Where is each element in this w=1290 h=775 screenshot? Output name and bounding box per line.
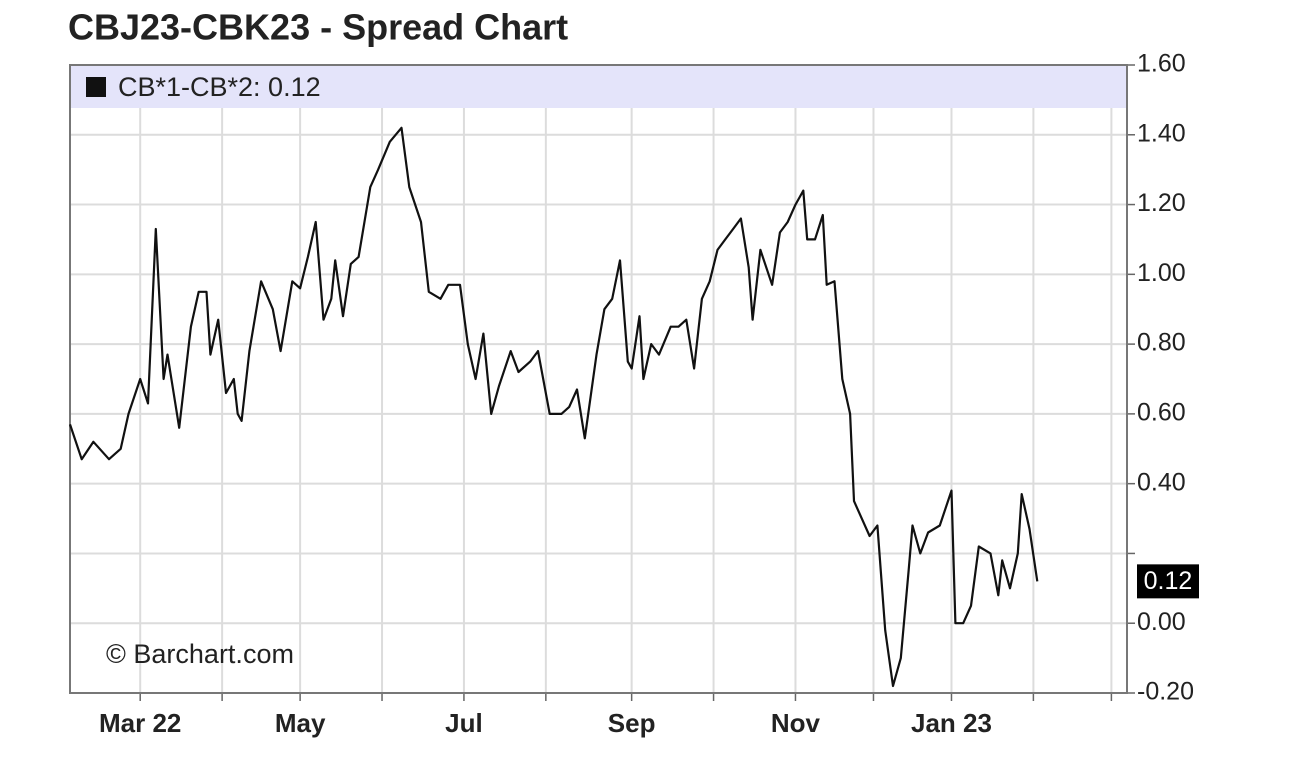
y-tick-label: 0.60 bbox=[1137, 398, 1186, 426]
credit: © Barchart.com bbox=[106, 639, 294, 669]
data-line bbox=[68, 126, 1039, 688]
x-tick-label: May bbox=[275, 708, 326, 738]
legend-swatch bbox=[86, 77, 106, 97]
x-tick-label: Mar 22 bbox=[99, 708, 181, 738]
y-tick-label: 0.80 bbox=[1137, 329, 1186, 357]
x-tick-label: Sep bbox=[608, 708, 656, 738]
x-tick-label: Nov bbox=[771, 708, 821, 738]
x-tick-label: Jan 23 bbox=[911, 708, 992, 738]
y-tick-label: 1.00 bbox=[1137, 259, 1186, 287]
plot-border bbox=[69, 64, 1128, 694]
y-tick-label: 1.40 bbox=[1137, 119, 1186, 147]
y-tick-label: 1.60 bbox=[1137, 50, 1186, 78]
last-value-badge bbox=[1137, 564, 1199, 599]
chart-title: CBJ23-CBK23 - Spread Chart bbox=[68, 7, 568, 48]
y-tick-label: 0.40 bbox=[1137, 468, 1186, 496]
y-tick-label: 0.00 bbox=[1137, 608, 1186, 636]
y-tick-label: -0.20 bbox=[1137, 678, 1194, 706]
legend-label: CB*1-CB*2: 0.12 bbox=[118, 72, 321, 102]
legend-band bbox=[71, 66, 1126, 108]
y-tick-label: 1.20 bbox=[1137, 189, 1186, 217]
x-tick-label: Jul bbox=[445, 708, 483, 738]
last-value-label: 0.12 bbox=[1144, 567, 1193, 595]
plot-background bbox=[70, 65, 1127, 693]
